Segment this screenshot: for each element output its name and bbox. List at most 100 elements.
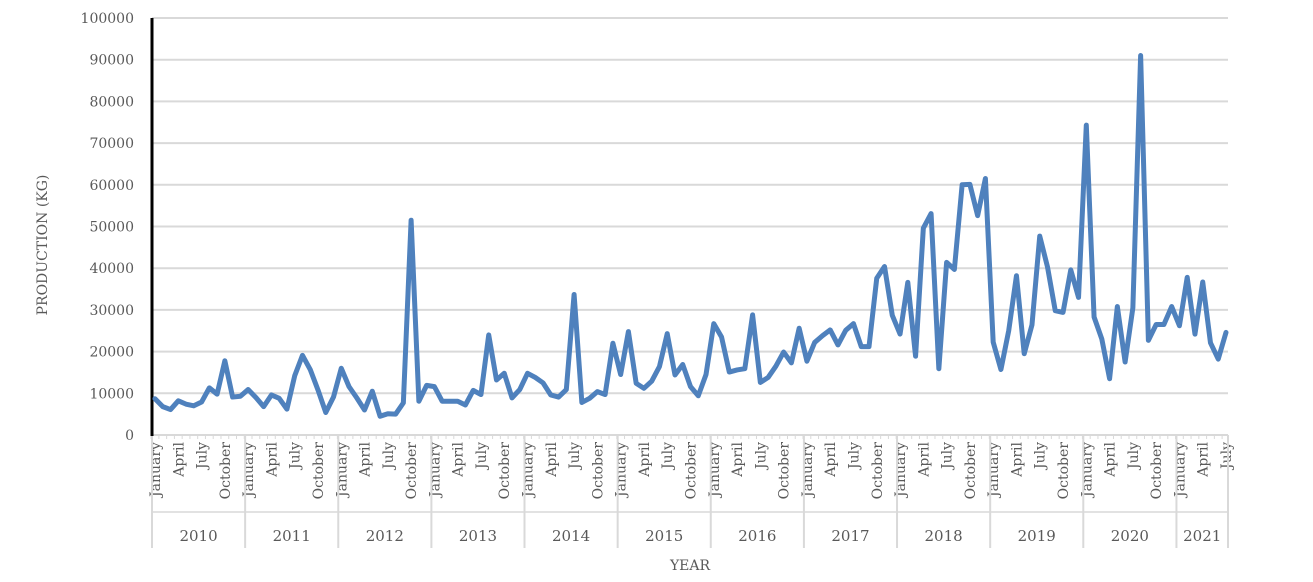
- month-tick-label: July: [288, 442, 304, 471]
- data-point: [1131, 306, 1134, 309]
- year-label: 2012: [366, 527, 404, 545]
- data-point: [231, 396, 234, 399]
- data-point: [185, 403, 188, 406]
- data-point: [1193, 333, 1196, 336]
- data-point: [1162, 323, 1165, 326]
- data-point: [836, 343, 839, 346]
- month-tick-label: October: [963, 442, 979, 500]
- data-point: [301, 354, 304, 357]
- y-tick-label: 30000: [89, 303, 134, 319]
- month-tick-label: April: [171, 441, 187, 477]
- data-point: [1139, 54, 1142, 57]
- month-tick-label: January: [241, 442, 257, 499]
- data-point: [1225, 331, 1228, 334]
- data-point: [340, 367, 343, 370]
- data-point: [1093, 315, 1096, 318]
- data-point: [363, 408, 366, 411]
- data-point: [495, 378, 498, 381]
- data-point: [860, 345, 863, 348]
- data-point: [239, 395, 242, 398]
- data-point: [945, 261, 948, 264]
- data-point: [984, 177, 987, 180]
- data-point: [1007, 329, 1010, 332]
- y-tick-label: 80000: [89, 94, 134, 110]
- year-label: 2019: [1018, 527, 1056, 545]
- month-tick-label: October: [311, 442, 327, 500]
- data-point: [472, 389, 475, 392]
- data-point: [1038, 235, 1041, 238]
- month-tick-label: July: [660, 442, 676, 471]
- month-tick-label: April: [451, 441, 467, 477]
- data-point: [1015, 274, 1018, 277]
- data-point: [309, 368, 312, 371]
- data-point: [316, 388, 319, 391]
- year-label: 2017: [831, 527, 869, 545]
- data-point: [1155, 323, 1158, 326]
- data-point: [666, 332, 669, 335]
- month-tick-label: July: [846, 442, 862, 471]
- month-tick-label: January: [800, 442, 816, 499]
- data-point: [1054, 309, 1057, 312]
- data-point: [1077, 296, 1080, 299]
- month-tick-label: January: [986, 442, 1002, 499]
- data-point: [441, 400, 444, 403]
- month-tick-label: July: [567, 442, 583, 471]
- data-point: [417, 400, 420, 403]
- data-point: [216, 393, 219, 396]
- data-point: [549, 393, 552, 396]
- data-point: [642, 387, 645, 390]
- data-point: [394, 413, 397, 416]
- data-point: [953, 268, 956, 271]
- data-point: [410, 219, 413, 222]
- data-point: [689, 385, 692, 388]
- month-tick-label: January: [1079, 442, 1095, 499]
- year-label: 2016: [738, 527, 776, 545]
- data-point: [1147, 339, 1150, 342]
- month-tick-label: January: [614, 442, 630, 499]
- month-tick-label: July: [940, 442, 956, 471]
- data-point: [720, 336, 723, 339]
- data-point: [627, 330, 630, 333]
- month-tick-label: April: [358, 441, 374, 477]
- month-tick-label: January: [427, 442, 443, 499]
- data-point: [743, 367, 746, 370]
- data-point: [1170, 305, 1173, 308]
- year-label: 2011: [273, 527, 311, 545]
- month-tick-label: April: [544, 441, 560, 477]
- data-point: [285, 408, 288, 411]
- y-axis-title: PRODUCTION (KG): [35, 175, 51, 316]
- data-point: [1116, 305, 1119, 308]
- data-point: [161, 405, 164, 408]
- series-line: [152, 53, 1229, 419]
- month-tick-label: April: [730, 441, 746, 477]
- month-tick-label: January: [148, 442, 164, 499]
- data-point: [999, 368, 1002, 371]
- month-tick-label: April: [823, 441, 839, 477]
- data-point: [604, 393, 607, 396]
- month-tick-label: January: [707, 442, 723, 499]
- data-point: [899, 333, 902, 336]
- data-point: [154, 397, 157, 400]
- data-point: [821, 334, 824, 337]
- month-tick-label: October: [404, 442, 420, 500]
- month-tick-label: January: [521, 442, 537, 499]
- month-tick-label: January: [1172, 442, 1188, 499]
- data-point: [278, 397, 281, 400]
- data-point: [348, 385, 351, 388]
- data-point: [852, 322, 855, 325]
- data-point: [565, 388, 568, 391]
- data-point: [611, 342, 614, 345]
- month-tick-label: January: [893, 442, 909, 499]
- data-point: [891, 314, 894, 317]
- data-point: [829, 328, 832, 331]
- data-point: [1201, 280, 1204, 283]
- month-tick-label: October: [777, 442, 793, 500]
- year-label: 2013: [459, 527, 497, 545]
- data-point: [262, 405, 265, 408]
- data-point: [503, 372, 506, 375]
- data-point: [479, 393, 482, 396]
- data-point: [518, 388, 521, 391]
- month-tick-label: October: [1056, 442, 1072, 500]
- month-tick-label: October: [684, 442, 700, 500]
- data-point: [1085, 124, 1088, 127]
